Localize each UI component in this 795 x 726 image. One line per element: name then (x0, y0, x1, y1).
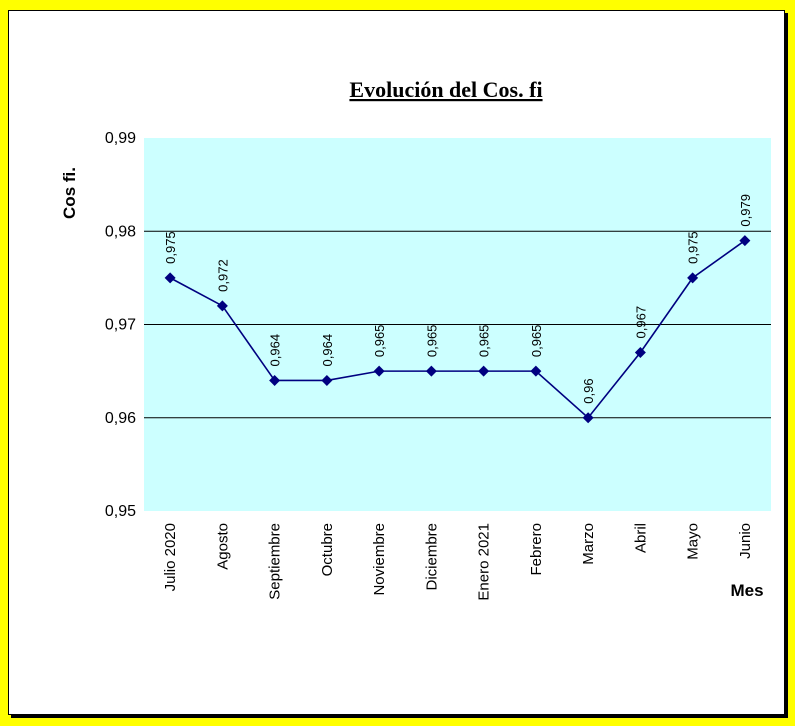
data-point-marker (164, 272, 176, 284)
y-tick-label: 0,96 (105, 410, 136, 427)
data-label: 0,965 (477, 325, 492, 358)
data-label: 0,965 (372, 325, 387, 358)
x-category-labels: Julio 2020 Agosto Septiembre Octubre Noviemb… (162, 523, 754, 601)
data-point-marker (425, 365, 437, 377)
data-labels: 0,975 0,972 0,964 0,964 0,965 0,965 0,965 0,965… (163, 194, 753, 404)
x-category-label: Marzo (580, 523, 597, 565)
data-label: 0,967 (633, 306, 648, 339)
data-point-marker (582, 412, 594, 424)
data-point-marker (687, 272, 699, 284)
x-category-label: Noviembre (371, 523, 388, 596)
data-point-marker (269, 374, 281, 386)
x-category-label: Agosto (214, 523, 231, 570)
x-category-label: Abril (632, 523, 649, 553)
data-point-marker (478, 365, 490, 377)
data-label: 0,975 (686, 231, 701, 264)
data-point-marker (373, 365, 385, 377)
gridlines (144, 230, 771, 419)
x-category-label: Mayo (685, 523, 702, 560)
x-category-label: Junio (737, 523, 754, 559)
data-point-marker (321, 374, 333, 386)
x-category-label: Febrero (528, 523, 545, 576)
data-label: 0,964 (268, 334, 283, 367)
x-category-label: Enero 2021 (476, 523, 493, 601)
data-point-marker (634, 346, 646, 358)
y-tick-labels: 0,95 0,96 0,97 0,98 0,99 (105, 130, 136, 520)
x-category-label: Septiembre (267, 523, 284, 600)
data-point-marker (530, 365, 542, 377)
data-point-marker (216, 300, 228, 312)
y-tick-label: 0,95 (105, 503, 136, 520)
x-category-label: Diciembre (423, 523, 440, 591)
data-label: 0,96 (581, 378, 596, 403)
series-line (169, 239, 746, 419)
data-point-marker (739, 235, 751, 247)
data-label: 0,979 (738, 194, 753, 227)
chart-frame: Evolución del Cos. fi 0,95 0,96 0,97 0,98 0,… (8, 10, 785, 715)
y-axis-title: Cos fi. (60, 167, 79, 219)
x-category-label: Julio 2020 (162, 523, 179, 591)
series-markers (164, 235, 751, 424)
chart-title: Evolución del Cos. fi (349, 77, 542, 102)
y-tick-label: 0,98 (105, 223, 136, 240)
y-tick-label: 0,99 (105, 130, 136, 147)
y-tick-label: 0,97 (105, 317, 136, 334)
data-label: 0,964 (320, 334, 335, 367)
x-axis-title: Mes (730, 581, 763, 600)
data-label: 0,965 (529, 325, 544, 358)
data-label: 0,965 (424, 325, 439, 358)
data-label: 0,972 (215, 259, 230, 292)
data-label: 0,975 (163, 231, 178, 264)
x-category-label: Octubre (319, 523, 336, 576)
chart-svg: Evolución del Cos. fi 0,950,960,970,980,… (60, 77, 771, 601)
